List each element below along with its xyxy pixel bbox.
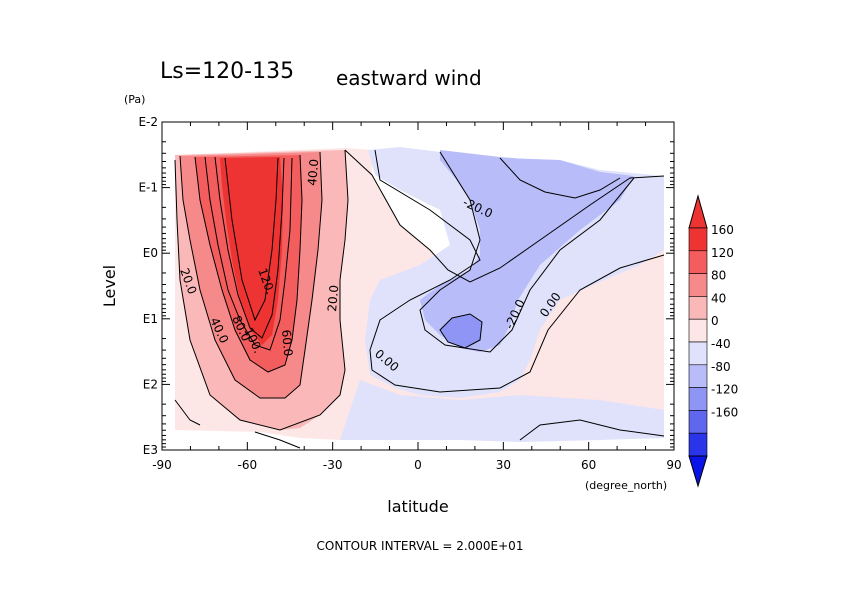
contour-line-120 xyxy=(224,157,279,322)
y-tick-label: E-2 xyxy=(138,115,158,129)
field-band-above-80 xyxy=(220,157,283,345)
contour-field xyxy=(175,147,664,442)
colorbar: 160 120 80 40 0 -40 -80 -120 -160 xyxy=(688,194,738,488)
colorbar-level-label: 0 xyxy=(711,314,719,328)
colorbar-level-label: -120 xyxy=(711,383,738,397)
colorbar-swatch xyxy=(688,250,708,274)
y-tick-label: E1 xyxy=(143,312,158,326)
colorbar-bottom-arrow xyxy=(688,455,708,488)
contour-lines xyxy=(174,149,665,449)
x-tick-label: 0 xyxy=(414,458,422,472)
contour-interval-note: CONTOUR INTERVAL = 2.000E+01 xyxy=(317,539,524,553)
contour-line-0b xyxy=(369,149,665,393)
colorbar-swatch xyxy=(688,296,708,320)
x-axis-unit: (degree_north) xyxy=(585,479,667,492)
x-tick-label: 90 xyxy=(666,458,681,472)
colorbar-level-label: -80 xyxy=(711,360,731,374)
x-tick-label: 30 xyxy=(496,458,511,472)
contour-line-bottom-neg xyxy=(254,431,301,449)
plot-area: 20.0 40.0 60.0 80.0 100. 120. 40.0 20.0 … xyxy=(161,121,675,451)
colorbar-swatch xyxy=(688,364,708,388)
colorbar-level-label: 80 xyxy=(711,269,726,283)
colorbar-top-arrow xyxy=(688,194,708,229)
colorbar-level-label: -160 xyxy=(711,405,738,419)
contour-line-neg40 xyxy=(439,313,483,349)
contour-label: 40.0 xyxy=(305,158,321,186)
y-axis-label: Level xyxy=(100,265,119,307)
x-tick-label: -60 xyxy=(238,458,258,472)
contour-line-neg-lower xyxy=(519,419,665,441)
chart-title-period: Ls=120-135 xyxy=(160,59,294,84)
contour-label: 20.0 xyxy=(325,284,341,312)
colorbar-swatch xyxy=(688,387,708,411)
y-tick-label: E-1 xyxy=(138,181,158,195)
colorbar-level-label: -40 xyxy=(711,337,731,351)
y-axis: E-2 E-1 E0 E1 E2 E3 xyxy=(138,115,674,457)
colorbar-swatch xyxy=(688,273,708,297)
contour-line-80 xyxy=(204,156,293,351)
x-axis: -90 -60 -30 0 30 60 90 xyxy=(152,122,682,472)
chart-title-variable: eastward wind xyxy=(336,66,482,90)
contour-label: 60.0 xyxy=(279,329,295,357)
contour-line-60 xyxy=(194,154,303,373)
contour-line-40 xyxy=(179,151,323,399)
contour-line-neg-upper xyxy=(499,157,621,199)
colorbar-swatch xyxy=(688,318,708,343)
x-tick-label: -30 xyxy=(323,458,343,472)
contour-line-20 xyxy=(174,149,349,431)
field-band-neg-upper-core xyxy=(500,158,620,200)
colorbar-swatch xyxy=(688,410,708,434)
y-tick-label: E3 xyxy=(143,443,158,457)
y-tick-label: E0 xyxy=(143,246,158,260)
contour-line-bottom-pos xyxy=(174,399,201,426)
colorbar-swatch xyxy=(688,341,708,366)
field-band-neg-40 xyxy=(440,314,482,348)
y-tick-label: E2 xyxy=(143,377,158,391)
x-tick-label: -90 xyxy=(152,458,172,472)
colorbar-level-label: 160 xyxy=(711,223,734,237)
contour-line-neg20 xyxy=(419,151,635,353)
colorbar-level-label: 40 xyxy=(711,291,726,305)
colorbar-swatch xyxy=(688,227,708,252)
field-band-neg-lower xyxy=(340,380,664,442)
contour-line-0a xyxy=(344,149,665,283)
field-band-neg-20-to-40 xyxy=(420,150,634,352)
contour-line-100 xyxy=(214,156,285,339)
x-axis-label: latitude xyxy=(387,497,448,516)
x-tick-label: 60 xyxy=(581,458,596,472)
colorbar-level-label: 120 xyxy=(711,246,734,260)
colorbar-swatch xyxy=(688,432,708,457)
y-axis-unit: (Pa) xyxy=(124,93,145,106)
